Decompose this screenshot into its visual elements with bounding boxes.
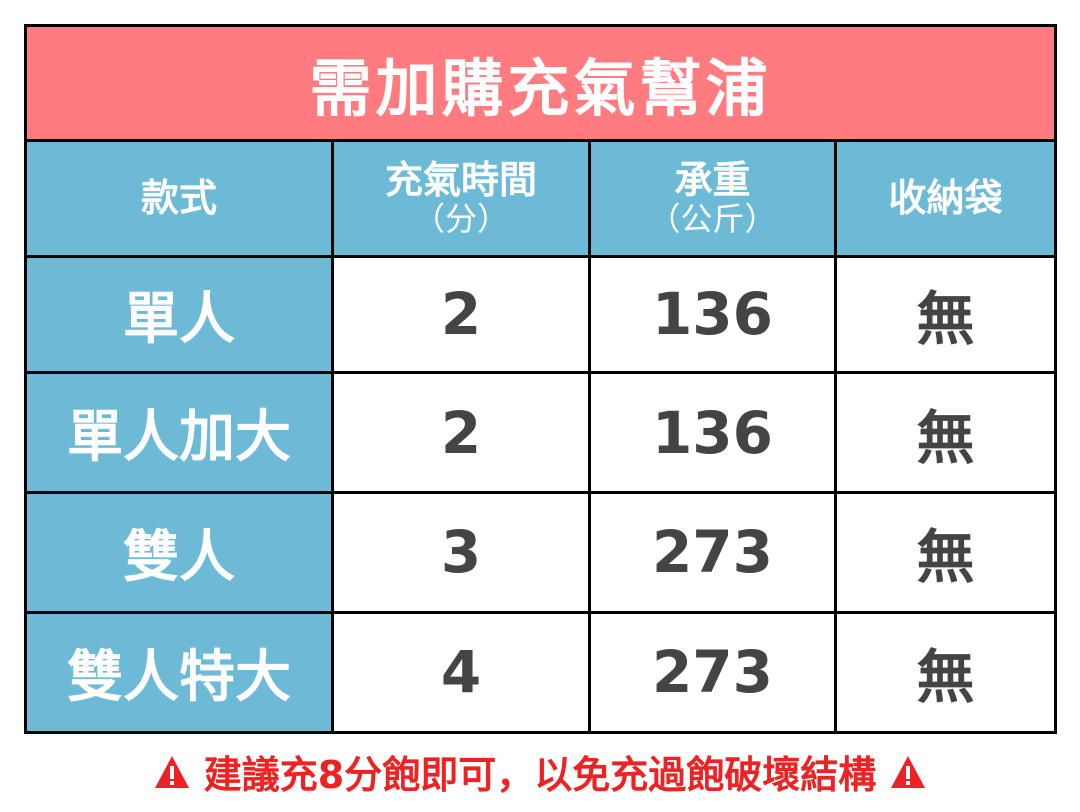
table-row: 雙人特大 4 273 無 bbox=[24, 610, 1058, 735]
model-cell: 雙人 bbox=[24, 491, 334, 614]
warning-note: 建議充8分飽即可，以免充過飽破壞結構 bbox=[0, 744, 1080, 799]
header-label: 收納袋 bbox=[888, 175, 1003, 220]
header-label: 款式 bbox=[140, 175, 217, 220]
header-model: 款式 bbox=[24, 139, 334, 258]
pump-spec-table: 需加購充氣幫浦 款式 充氣時間 （分） 承重 （公斤） 收納袋 單人 2 136 無… bbox=[23, 23, 1058, 735]
model-cell: 單人 bbox=[24, 254, 334, 374]
header-label: 承重 bbox=[674, 157, 751, 202]
time-cell: 2 bbox=[331, 370, 591, 495]
model-cell: 單人加大 bbox=[24, 370, 334, 495]
header-unit: （公斤） bbox=[648, 199, 777, 238]
warning-triangle-icon bbox=[891, 755, 926, 788]
time-cell: 3 bbox=[331, 491, 591, 614]
time-cell: 4 bbox=[331, 610, 591, 735]
warning-triangle-icon bbox=[154, 755, 189, 788]
header-time: 充氣時間 （分） bbox=[331, 139, 591, 258]
header-unit: （分） bbox=[412, 199, 509, 238]
weight-cell: 273 bbox=[588, 610, 837, 735]
weight-cell: 136 bbox=[588, 370, 837, 495]
model-cell: 雙人特大 bbox=[24, 610, 334, 735]
bag-cell: 無 bbox=[833, 254, 1058, 374]
weight-cell: 136 bbox=[588, 254, 837, 374]
table-row: 雙人 3 273 無 bbox=[24, 491, 1058, 614]
header-label: 充氣時間 bbox=[384, 157, 537, 202]
header-row: 款式 充氣時間 （分） 承重 （公斤） 收納袋 bbox=[24, 139, 1058, 258]
table-row: 單人 2 136 無 bbox=[24, 254, 1058, 374]
table-row: 單人加大 2 136 無 bbox=[24, 370, 1058, 495]
weight-cell: 273 bbox=[588, 491, 837, 614]
time-cell: 2 bbox=[331, 254, 591, 374]
bag-cell: 無 bbox=[833, 370, 1058, 495]
bag-cell: 無 bbox=[833, 610, 1058, 735]
table-title: 需加購充氣幫浦 bbox=[23, 23, 1058, 143]
header-weight: 承重 （公斤） bbox=[588, 139, 837, 258]
bag-cell: 無 bbox=[833, 491, 1058, 614]
warning-text: 建議充8分飽即可，以免充過飽破壞結構 bbox=[203, 753, 877, 797]
header-bag: 收納袋 bbox=[833, 139, 1058, 258]
